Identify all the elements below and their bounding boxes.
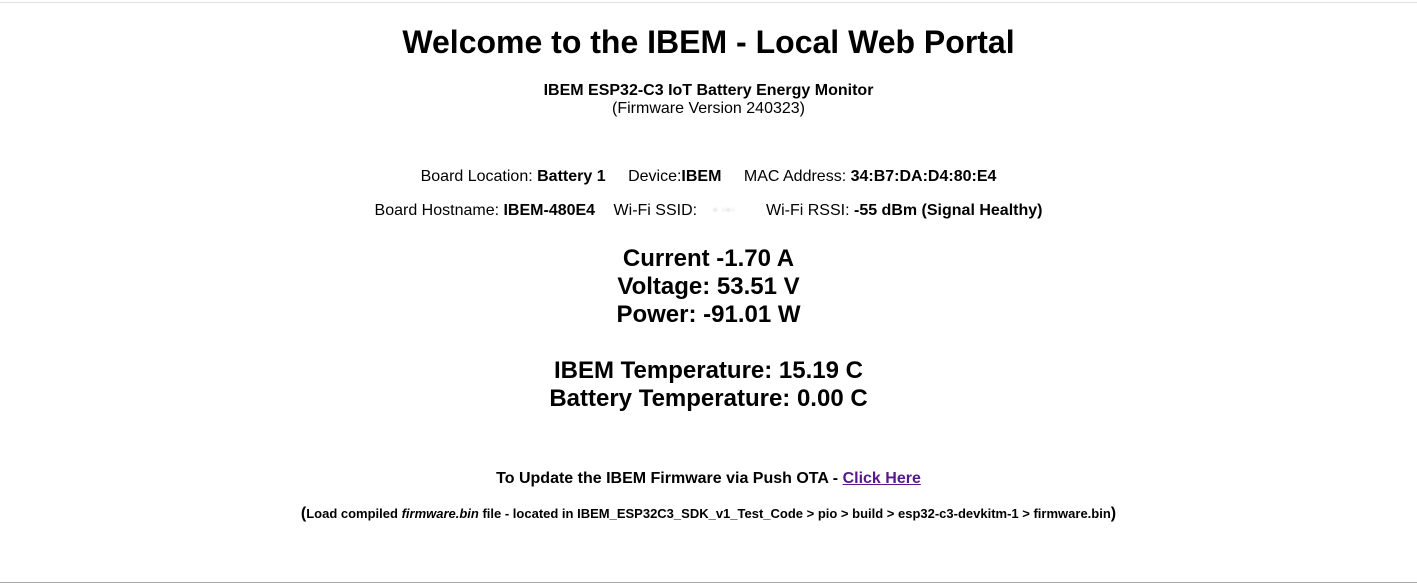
ota-update-text: To Update the IBEM Firmware via Push OTA… [496,470,843,487]
ibem-temperature-reading: IBEM Temperature: 15.19 C [554,357,863,384]
device-value: IBEM [681,168,722,185]
firmware-version: (Firmware Version 240323) [612,100,805,117]
hostname-label: Board Hostname: [374,202,504,220]
firmware-load-note: (Load compiled firmware.bin file - locat… [0,506,1417,522]
power-reading: Power: -91.01 W [616,301,801,328]
load-note-open-paren: ( [300,505,307,522]
load-note-prefix: Load compiled [306,506,402,521]
ota-update-line: To Update the IBEM Firmware via Push OTA… [0,470,1417,488]
battery-temperature-reading: Battery Temperature: 0.00 C [549,385,868,412]
device-label: Device: [628,168,682,185]
mac-address-label: MAC Address: [743,168,851,185]
board-location-value: Battery 1 [537,168,606,185]
page-title: Welcome to the IBEM - Local Web Portal [402,24,1015,60]
wifi-ssid-redacted: ▪ ▫▪▫ [713,205,736,216]
wifi-ssid-label: Wi-Fi SSID: [613,202,702,220]
device-subtitle: IBEM ESP32-C3 IoT Battery Energy Monitor [543,82,874,99]
ota-update-link[interactable]: Click Here [842,470,921,487]
wifi-rssi-label: Wi-Fi RSSI: [765,202,854,220]
board-location-label: Board Location: [420,168,538,185]
hostname-value: IBEM-480E4 [503,202,596,220]
load-note-close-paren: ) [1110,505,1117,522]
bottom-divider [0,582,1417,583]
wifi-rssi-value: -55 dBm (Signal Healthy) [853,202,1043,220]
voltage-reading: Voltage: 53.51 V [617,273,800,300]
info-row-network: Board Hostname: IBEM-480E4 Wi-Fi SSID: ▪… [0,202,1417,220]
load-note-suffix: file - located in IBEM_ESP32C3_SDK_v1_Te… [478,506,1111,521]
mac-address-value: 34:B7:DA:D4:80:E4 [850,168,997,185]
info-row-location: Board Location: Battery 1 Device:IBEM MA… [0,168,1417,186]
current-reading: Current -1.70 A [622,245,795,272]
top-divider [0,2,1417,3]
load-note-filename: firmware.bin [401,506,479,521]
